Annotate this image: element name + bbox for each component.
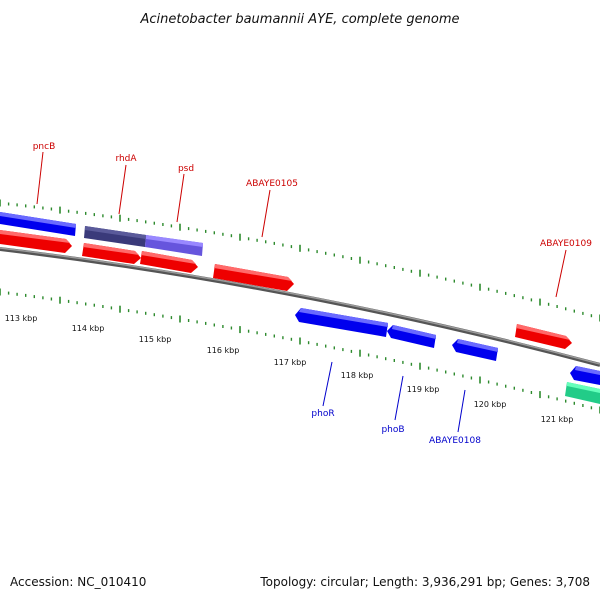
inner-tick-ring bbox=[0, 288, 600, 414]
kbp-label: 118 kbp bbox=[341, 371, 374, 380]
gene-rhdA bbox=[84, 226, 146, 247]
genome-summary-text: Topology: circular; Length: 3,936,291 bp… bbox=[259, 575, 590, 589]
gene-forward-5 bbox=[515, 324, 572, 349]
gene-label-rhdA: rhdA bbox=[115, 154, 137, 164]
forward-gene-labels: pncB rhdA psd ABAYE0105 ABAYE0109 bbox=[33, 142, 592, 249]
reverse-gene-labels: phoR phoB ABAYE0108 bbox=[311, 409, 481, 446]
kbp-label: 116 kbp bbox=[207, 346, 240, 355]
kbp-label: 119 kbp bbox=[407, 385, 440, 394]
gene-phoB bbox=[387, 325, 436, 348]
forward-label-leaders bbox=[36, 151, 567, 298]
kbp-scale-labels: 113 kbp 114 kbp 115 kbp 116 kbp 117 kbp … bbox=[5, 314, 574, 424]
gene-label-ABAYE0109: ABAYE0109 bbox=[540, 239, 592, 249]
map-title: Acinetobacter baumannii AYE, complete ge… bbox=[139, 12, 459, 27]
genome-backbone bbox=[0, 247, 600, 367]
outer-tick-ring bbox=[0, 199, 600, 322]
gene-forward-2 bbox=[82, 243, 141, 264]
gene-phoR bbox=[295, 308, 388, 337]
gene-forward-4 bbox=[213, 264, 294, 291]
kbp-label: 120 kbp bbox=[474, 400, 507, 409]
gene-forward-1 bbox=[0, 230, 72, 253]
reverse-label-leaders bbox=[322, 361, 466, 433]
gene-forward-3 bbox=[140, 251, 198, 273]
gene-reverse-edge bbox=[570, 366, 600, 385]
gene-label-psd: psd bbox=[178, 164, 194, 174]
gene-label-ABAYE0108: ABAYE0108 bbox=[429, 436, 481, 446]
gene-psd bbox=[145, 235, 203, 256]
rna-feature bbox=[565, 382, 600, 404]
accession-text: Accession: NC_010410 bbox=[10, 575, 146, 589]
kbp-label: 115 kbp bbox=[139, 335, 172, 344]
kbp-label: 114 kbp bbox=[72, 324, 105, 333]
gene-label-pncB: pncB bbox=[33, 142, 56, 152]
gene-ABAYE0108 bbox=[452, 339, 498, 361]
gene-label-phoB: phoB bbox=[381, 425, 404, 435]
genome-backbone-highlight bbox=[0, 247, 600, 365]
gene-label-ABAYE0105: ABAYE0105 bbox=[246, 179, 298, 189]
kbp-label: 121 kbp bbox=[541, 415, 574, 424]
kbp-label: 113 kbp bbox=[5, 314, 38, 323]
gene-pncB bbox=[0, 212, 76, 236]
kbp-label: 117 kbp bbox=[274, 358, 307, 367]
gene-label-phoR: phoR bbox=[311, 409, 334, 419]
